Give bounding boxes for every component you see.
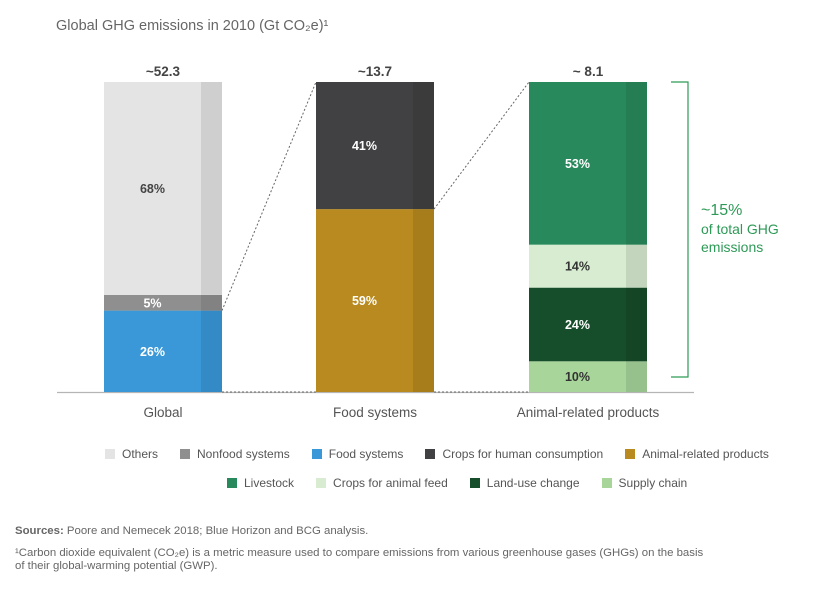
segment-label: 68% xyxy=(140,182,165,196)
callout-text: ~15% of total GHG emissions xyxy=(701,202,779,256)
legend-label: Land-use change xyxy=(486,476,580,490)
segment-label: 10% xyxy=(565,370,590,384)
legend-label: Supply chain xyxy=(618,476,688,490)
bar-segment-shade xyxy=(626,361,647,392)
legend-item-nonfood-systems: Nonfood systems xyxy=(180,447,290,461)
segment-label: 53% xyxy=(565,157,590,171)
category-label: Food systems xyxy=(333,405,417,420)
legend-item-crops-feed: Crops for animal feed xyxy=(316,476,448,490)
legend-item-food-systems: Food systems xyxy=(311,447,404,461)
legend-item-others: Others xyxy=(105,447,158,461)
segment-label: 59% xyxy=(352,294,377,308)
bar-segment-shade xyxy=(626,244,647,288)
legend-swatch xyxy=(227,478,237,488)
bar-segment-shade xyxy=(413,82,434,210)
legend-label: Livestock xyxy=(244,476,295,490)
bar-total-label: ~ 8.1 xyxy=(573,64,604,79)
bar-segment-livestock xyxy=(529,82,647,245)
callout-line-3: emissions xyxy=(701,239,764,255)
bar-segment-shade xyxy=(201,82,222,295)
legend-row-1: Others Nonfood systems Food systems Crop… xyxy=(105,447,791,461)
legend-label: Others xyxy=(122,447,159,461)
bar-segment-others xyxy=(104,82,222,295)
connector-line xyxy=(433,81,530,210)
legend-label: Crops for human consumption xyxy=(442,447,604,461)
segment-label: 26% xyxy=(140,345,165,359)
sources-text: Poore and Nemecek 2018; Blue Horizon and… xyxy=(63,525,369,537)
bar-total-label: ~52.3 xyxy=(146,64,181,79)
bar-total-label: ~13.7 xyxy=(358,64,392,79)
footnote-line-2: of their global-warming potential (GWP). xyxy=(15,560,218,572)
chart-title: Global GHG emissions in 2010 (Gt CO₂e)¹ xyxy=(56,18,329,34)
legend-swatch xyxy=(180,449,191,459)
bar-segment-nonfood-systems xyxy=(104,294,222,311)
legend-row-2: Livestock Crops for animal feed Land-use… xyxy=(227,476,709,490)
legend-swatch xyxy=(105,449,115,459)
bar-segment-shade xyxy=(201,294,222,311)
bar-segment-shade xyxy=(413,209,434,392)
bar-segment-shade xyxy=(201,310,222,392)
legend-label: Nonfood systems xyxy=(197,447,290,461)
sources-note: Sources: Poore and Nemecek 2018; Blue Ho… xyxy=(15,525,368,538)
callout-bracket xyxy=(671,81,689,378)
footnote: ¹Carbon dioxide equivalent (CO₂e) is a m… xyxy=(15,547,703,573)
legend-label: Crops for animal feed xyxy=(333,476,448,490)
category-label: Global xyxy=(143,405,182,420)
legend-swatch xyxy=(469,478,480,488)
legend-item-animal-products: Animal-related products xyxy=(625,447,769,461)
bar-segment-animal-related-products xyxy=(316,209,434,392)
legend-swatch xyxy=(311,449,322,459)
legend-swatch xyxy=(601,478,612,488)
bar-segment-food-systems xyxy=(104,310,222,392)
bar-segment-supply-chain xyxy=(529,361,647,392)
legend-item-crops-human: Crops for human consumption xyxy=(425,447,603,461)
category-label: Animal-related products xyxy=(517,405,660,420)
footnote-line-1: ¹Carbon dioxide equivalent (CO₂e) is a m… xyxy=(15,547,704,559)
callout-percent: ~15% xyxy=(701,202,743,219)
bar-segment-shade xyxy=(626,82,647,245)
segment-label: 5% xyxy=(143,296,161,310)
legend-swatch xyxy=(425,449,436,459)
legend-swatch xyxy=(316,478,327,488)
segment-label: 24% xyxy=(565,318,590,332)
bar-segment-crops-for-animal-feed xyxy=(529,244,647,288)
legend-swatch xyxy=(625,449,636,459)
legend-item-livestock: Livestock xyxy=(227,476,294,490)
segment-label: 14% xyxy=(565,260,590,274)
bar-segment-shade xyxy=(626,287,647,362)
legend-item-land-use: Land-use change xyxy=(469,476,580,490)
sources-label: Sources: xyxy=(15,525,64,537)
segment-label: 41% xyxy=(352,139,377,153)
connector-line xyxy=(221,81,317,311)
callout-line-2: of total GHG xyxy=(701,221,779,237)
legend-label: Food systems xyxy=(328,447,404,461)
legend-item-supply-chain: Supply chain xyxy=(601,476,688,490)
bar-segment-crops-for-human-consumption xyxy=(316,82,434,210)
legend-label: Animal-related products xyxy=(642,447,769,461)
bar-segment-land-use-change xyxy=(529,287,647,362)
